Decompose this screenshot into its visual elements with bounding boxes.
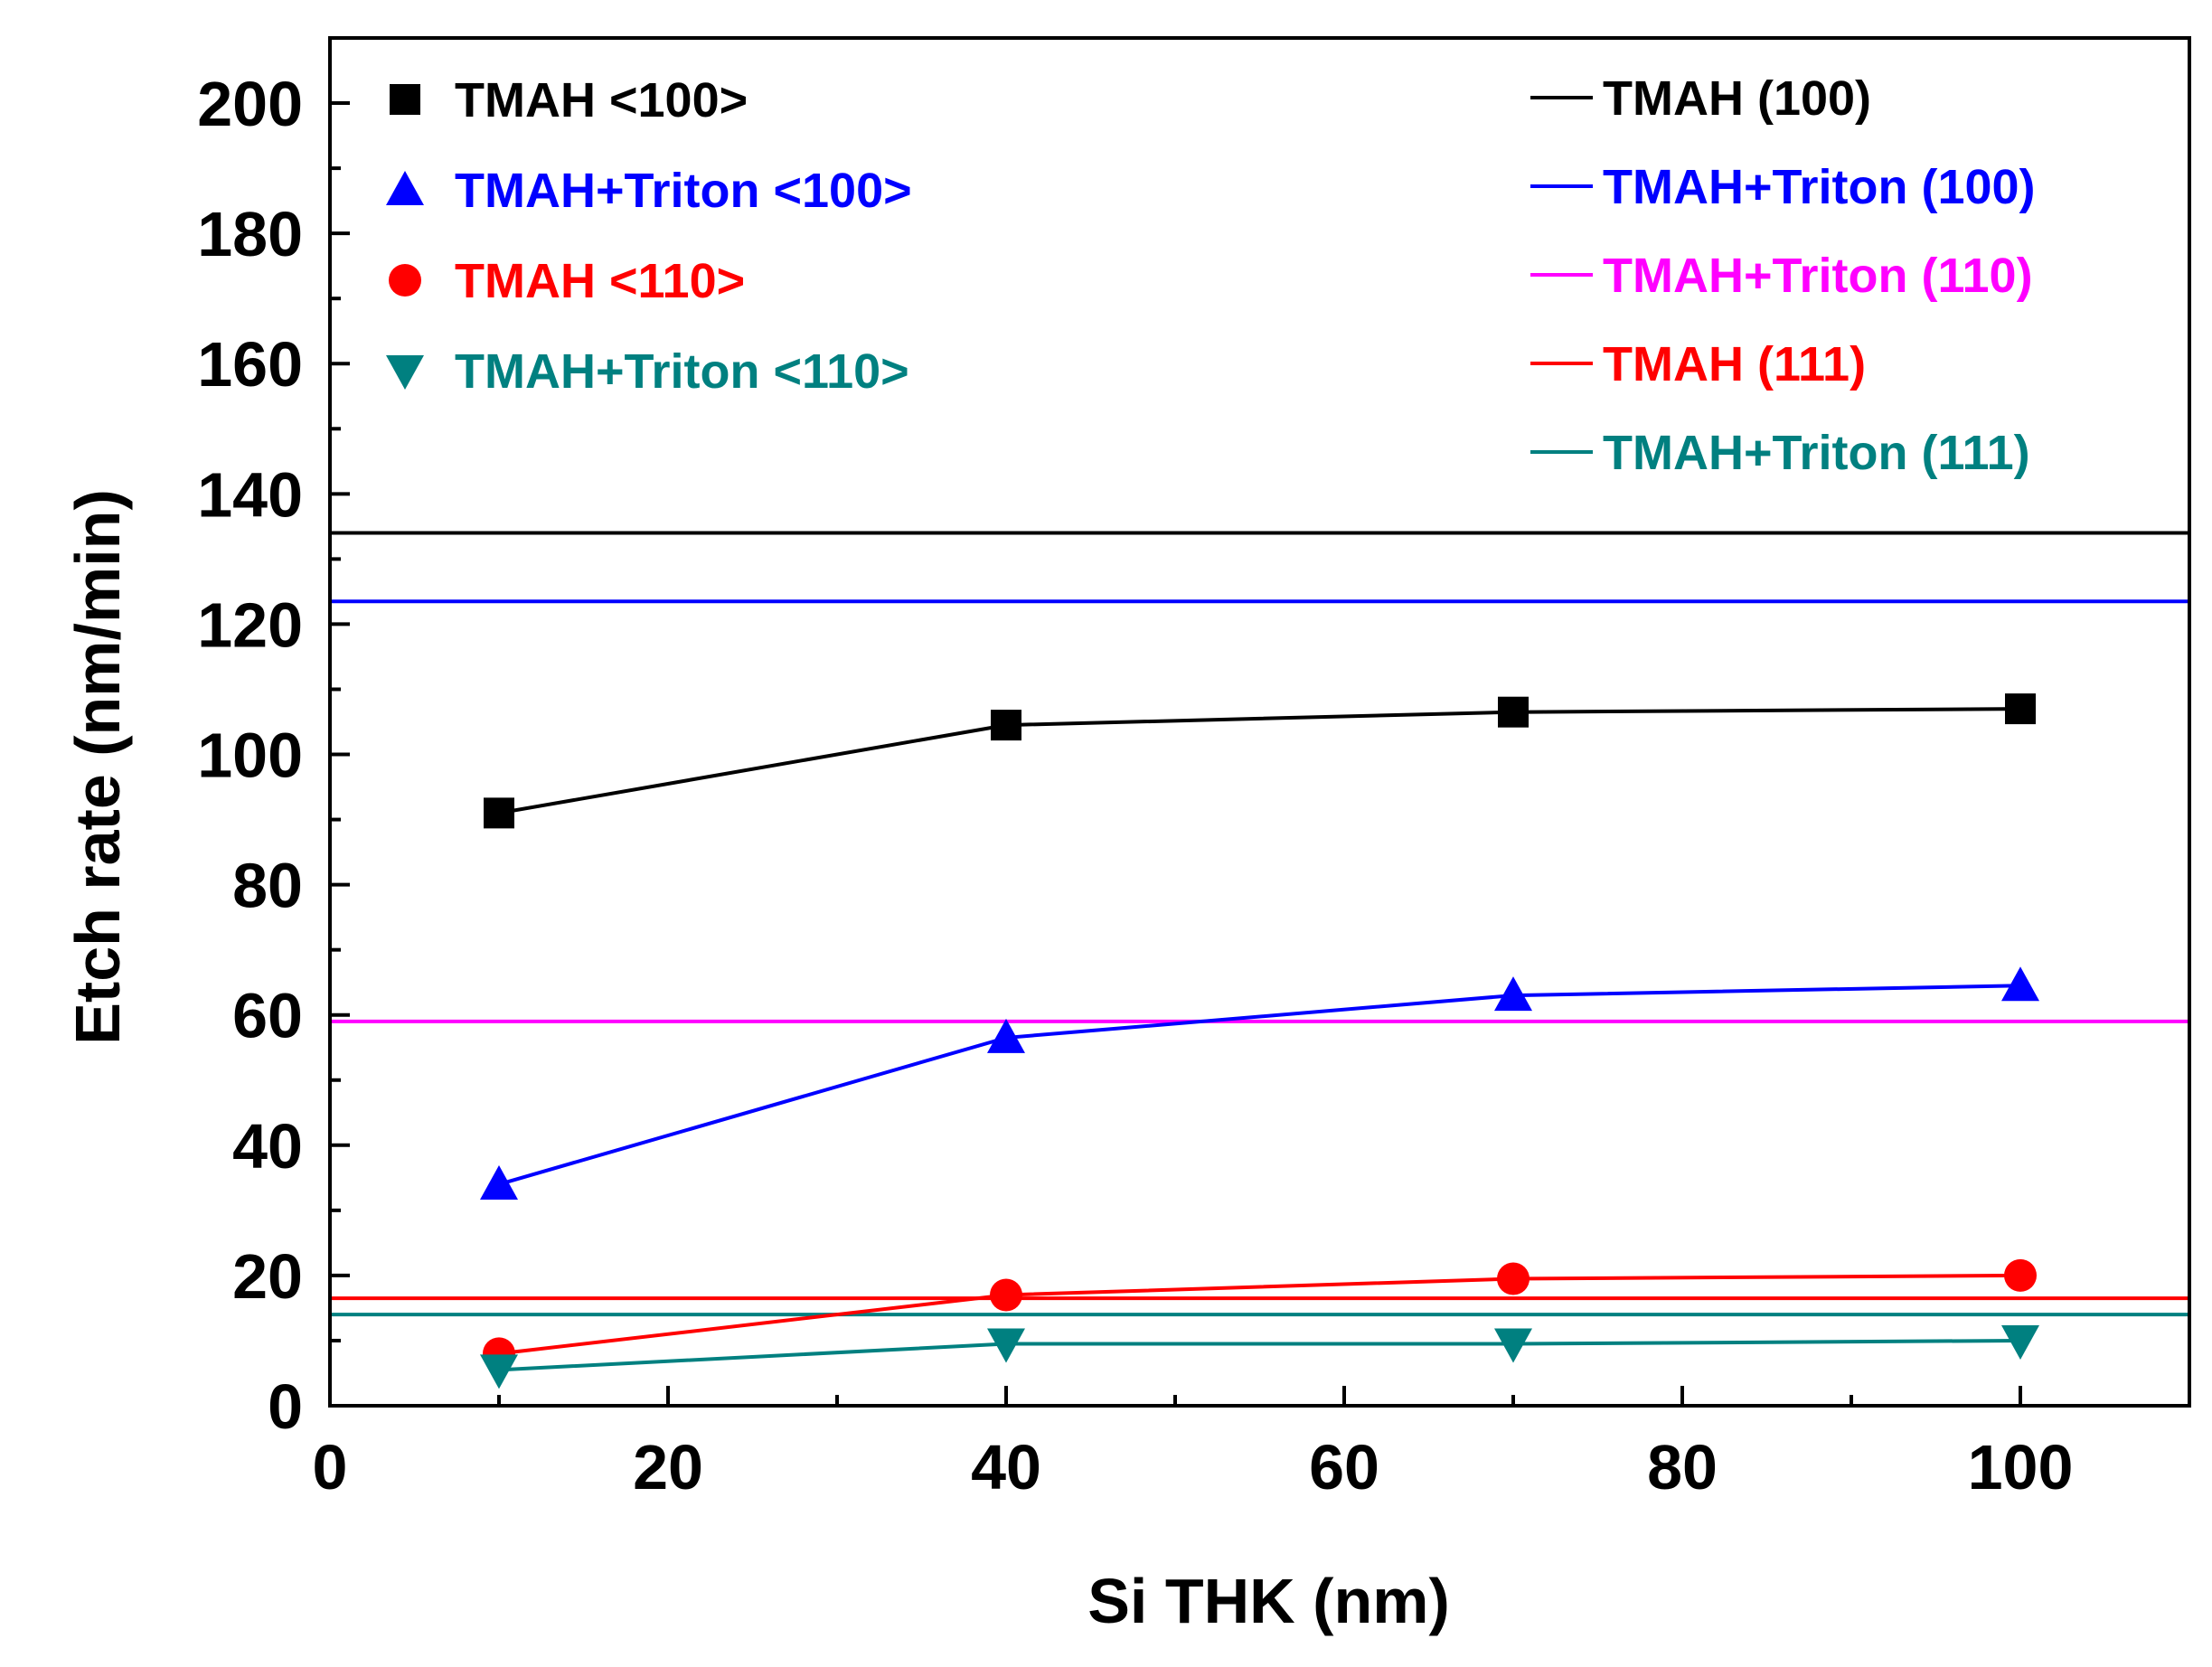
series-lines bbox=[498, 707, 2021, 1372]
y-tick-label: 100 bbox=[197, 720, 303, 791]
y-tick-label: 200 bbox=[197, 69, 303, 139]
reference-lines bbox=[330, 531, 2189, 1317]
data-point-tmah-triton-110-1 bbox=[987, 1328, 1025, 1363]
x-tick-label: 0 bbox=[313, 1432, 348, 1502]
y-axis-title: Etch rate (nm/min) bbox=[62, 489, 133, 1045]
data-point-tmah-triton-100-1 bbox=[987, 1018, 1025, 1053]
y-tick-label: 140 bbox=[197, 459, 303, 530]
legend-marker-tmah-triton-110 bbox=[386, 355, 424, 390]
legend-marker-tmah-100 bbox=[390, 84, 420, 115]
y-tick-label: 20 bbox=[232, 1241, 303, 1312]
x-tick-label: 40 bbox=[971, 1432, 1041, 1502]
data-point-tmah-triton-100-3 bbox=[2001, 966, 2039, 1002]
axis-ticks bbox=[328, 101, 2191, 1408]
data-point-tmah-100-1 bbox=[991, 710, 1021, 741]
legend-label-tmah-triton-110: TMAH+Triton (110) bbox=[1603, 249, 2033, 303]
y-tick-label: 0 bbox=[268, 1371, 303, 1442]
x-axis-title: Si THK (nm) bbox=[1087, 1566, 1450, 1636]
series-line-tmah-triton-110 bbox=[498, 1338, 2021, 1372]
legend-label-tmah-triton-110: TMAH+Triton <110> bbox=[455, 344, 909, 399]
data-point-tmah-triton-110-3 bbox=[2001, 1324, 2039, 1360]
data-point-tmah-100-0 bbox=[484, 797, 514, 829]
series-line-tmah-triton-100 bbox=[498, 984, 2021, 1186]
legend-label-tmah-100: TMAH (100) bbox=[1603, 71, 1871, 126]
data-point-tmah-110-2 bbox=[1497, 1262, 1530, 1295]
data-point-tmah-triton-100-0 bbox=[480, 1165, 518, 1201]
data-point-tmah-100-3 bbox=[2005, 693, 2036, 725]
data-point-tmah-100-2 bbox=[1498, 696, 1529, 728]
axis-tick-labels: 0 20 40 60 80 100 0 20 40 60 80 100 120 140 160 180 200 bbox=[197, 69, 2073, 1502]
series-line-tmah-110 bbox=[498, 1273, 2021, 1356]
legend-label-tmah-triton-100: TMAH+Triton (100) bbox=[1603, 160, 2036, 214]
legend-label-tmah-110: TMAH <110> bbox=[455, 254, 745, 308]
legend-label-tmah-111: TMAH (111) bbox=[1603, 337, 1866, 391]
plot-frame bbox=[328, 36, 2191, 1408]
legend-label-tmah-triton-100: TMAH+Triton <100> bbox=[455, 164, 912, 218]
data-point-tmah-triton-110-2 bbox=[1494, 1328, 1532, 1363]
y-tick-label: 40 bbox=[232, 1111, 303, 1182]
legend-label-tmah-triton-111: TMAH+Triton (111) bbox=[1603, 426, 2030, 480]
y-tick-label: 160 bbox=[197, 329, 303, 400]
y-tick-label: 180 bbox=[197, 199, 303, 269]
data-point-tmah-triton-100-2 bbox=[1494, 976, 1532, 1012]
data-point-tmah-triton-110-0 bbox=[480, 1354, 518, 1389]
series-line-tmah-100 bbox=[498, 707, 2021, 815]
series-markers bbox=[480, 693, 2039, 1389]
x-tick-label: 20 bbox=[633, 1432, 703, 1502]
legend-marker-tmah-triton-100 bbox=[386, 171, 424, 205]
data-point-tmah-110-3 bbox=[2004, 1258, 2037, 1292]
data-point-tmah-110-1 bbox=[990, 1278, 1022, 1312]
x-tick-label: 60 bbox=[1309, 1432, 1379, 1502]
legend-markers: TMAH <100> TMAH+Triton <100> TMAH <110> TMA… bbox=[386, 73, 912, 399]
legend-label-tmah-100: TMAH <100> bbox=[455, 73, 748, 127]
y-tick-label: 60 bbox=[232, 981, 303, 1051]
y-tick-label: 80 bbox=[232, 851, 303, 921]
legend-lines: TMAH (100) TMAH+Triton (100) TMAH+Triton (… bbox=[1530, 71, 2036, 480]
x-tick-label: 80 bbox=[1647, 1432, 1718, 1502]
y-tick-label: 120 bbox=[197, 589, 303, 660]
legend-marker-tmah-110 bbox=[389, 264, 421, 297]
x-tick-label: 100 bbox=[1968, 1432, 2074, 1502]
